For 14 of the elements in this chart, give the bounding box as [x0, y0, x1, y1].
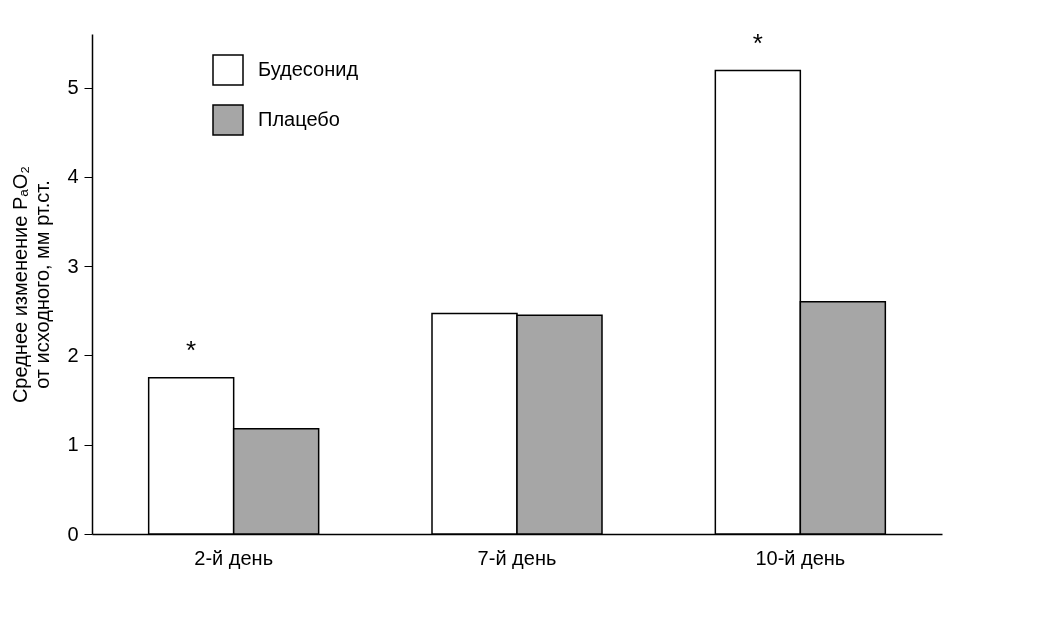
- annotation: *: [186, 334, 197, 365]
- x-tick-label: 7-й день: [477, 546, 557, 569]
- y-tick-label: 1: [67, 433, 79, 456]
- y-tick-label: 0: [67, 522, 79, 545]
- x-tick-label: 2-й день: [194, 546, 274, 569]
- annotation: *: [752, 27, 763, 58]
- legend-label: Будесонид: [258, 58, 359, 80]
- y-tick-label: 2: [67, 343, 79, 366]
- x-tick-label: 10-й день: [755, 546, 846, 569]
- y-axis-title: Среднее изменение PₐO₂ от исходного, мм рт.ст.: [9, 165, 54, 404]
- legend-label: Плацебо: [258, 108, 340, 130]
- y-tick-label: 3: [67, 254, 79, 277]
- y-tick-label: 4: [67, 165, 79, 188]
- y-tick-label: 5: [67, 76, 79, 99]
